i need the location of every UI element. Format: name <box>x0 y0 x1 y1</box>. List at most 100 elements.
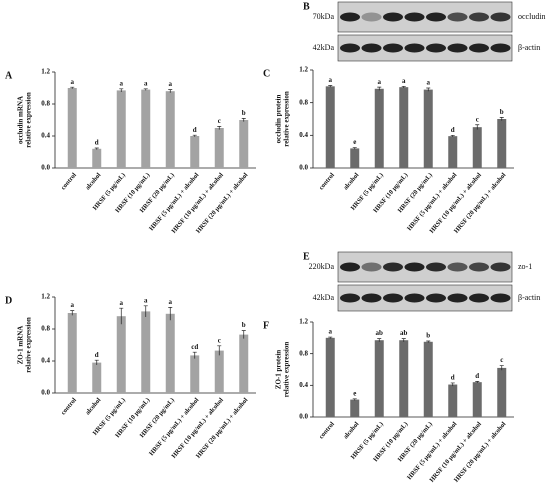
blot-protein: β-actin <box>518 293 540 302</box>
blot-size: 70kDa <box>313 12 335 21</box>
blot-band <box>426 43 446 53</box>
bar <box>67 313 77 393</box>
blot-band <box>447 43 468 53</box>
x-tick-label: control <box>318 172 336 192</box>
y-tick-label: 0.0 <box>41 164 50 172</box>
y-tick-label: 0.8 <box>299 349 308 357</box>
blot-band <box>447 293 468 303</box>
y-axis-label: ZO-1 protein <box>275 350 283 389</box>
significance-letter: a <box>144 296 148 304</box>
blot-band <box>361 293 382 303</box>
y-tick-label: 1.2 <box>299 318 308 326</box>
error-bar <box>401 338 406 342</box>
blot-band <box>383 262 403 272</box>
y-tick-label: 0.4 <box>299 131 308 139</box>
bar <box>448 384 458 417</box>
blot-band <box>340 293 360 303</box>
blot-band <box>426 293 446 303</box>
error-bar <box>168 307 173 321</box>
y-tick-label: 0.4 <box>41 357 50 365</box>
significance-letter: a <box>71 301 75 309</box>
y-axis-label: occludin mRNA <box>17 96 25 144</box>
y-tick-label: 1.2 <box>41 293 50 301</box>
blot-band <box>361 43 382 53</box>
error-bar <box>401 85 406 88</box>
y-tick-label: 0.8 <box>41 325 50 333</box>
bar <box>472 127 482 168</box>
y-tick-label: 0.0 <box>41 389 50 397</box>
bar <box>92 362 102 393</box>
significance-letter: a <box>402 77 406 85</box>
error-bar <box>450 134 455 137</box>
significance-letter: c <box>218 117 221 125</box>
significance-letter: a <box>144 79 148 87</box>
significance-letter: b <box>500 108 504 116</box>
error-bar <box>241 330 246 339</box>
error-bar <box>168 89 173 93</box>
error-bar <box>377 86 382 91</box>
y-tick-label: 0.8 <box>41 100 50 108</box>
blot-size: 220kDa <box>309 262 335 271</box>
significance-letter: d <box>95 139 99 147</box>
significance-letter: a <box>378 78 382 86</box>
error-bar <box>352 147 357 150</box>
significance-letter: a <box>329 328 333 336</box>
error-bar <box>377 338 382 342</box>
bar <box>165 313 175 393</box>
y-axis-label: relative expression <box>283 91 291 147</box>
y-axis-label: relative expression <box>283 342 291 398</box>
blot-band <box>340 12 360 22</box>
error-bar <box>475 381 480 383</box>
blot-band <box>383 293 403 303</box>
significance-letter: a <box>71 78 75 86</box>
bar <box>67 88 77 168</box>
significance-letter: ab <box>400 329 408 337</box>
blot-band <box>383 12 403 22</box>
blot-band <box>404 293 425 303</box>
y-axis-label: ZO-1 mRNA <box>17 326 25 365</box>
bar <box>116 90 126 168</box>
blot-band <box>490 262 511 272</box>
error-bar <box>119 307 124 325</box>
significance-letter: a <box>120 299 124 307</box>
y-tick-label: 0.0 <box>299 413 308 421</box>
bar <box>325 86 335 168</box>
bar <box>165 91 175 168</box>
significance-letter: b <box>242 109 246 117</box>
error-bar <box>499 117 504 121</box>
panel-label: C <box>263 68 270 79</box>
error-bar <box>328 85 333 88</box>
x-tick-label: alcohol <box>342 421 360 441</box>
error-bar <box>217 126 222 130</box>
significance-letter: b <box>242 321 246 329</box>
x-tick-label: alcohol <box>342 172 360 192</box>
error-bar <box>143 305 148 317</box>
y-axis-label: occludin protein <box>275 95 283 144</box>
x-tick-label: alcohol <box>84 397 102 417</box>
significance-letter: d <box>451 126 455 134</box>
significance-letter: c <box>476 115 479 123</box>
y-axis-label: relative expression <box>25 317 33 373</box>
bar <box>448 136 458 168</box>
bar <box>325 337 335 417</box>
significance-letter: b <box>426 332 430 340</box>
error-bar <box>94 147 99 150</box>
y-axis-label: relative expression <box>25 92 33 148</box>
bar <box>399 340 409 417</box>
bar <box>374 340 384 417</box>
significance-letter: d <box>193 126 197 134</box>
blot-band <box>447 262 468 272</box>
panel-label: F <box>263 320 269 331</box>
error-bar <box>328 336 333 339</box>
error-bar <box>143 88 148 91</box>
x-tick-label: HRSF (5 μg/mL) + alcohol <box>406 421 459 482</box>
error-bar <box>426 340 431 343</box>
blot-protein: zo-1 <box>518 262 532 271</box>
bar <box>423 89 433 168</box>
significance-letter: ab <box>376 329 384 337</box>
bar <box>472 382 482 417</box>
y-tick-label: 1.2 <box>41 68 50 76</box>
significance-letter: a <box>120 79 124 87</box>
x-tick-label: control <box>318 421 336 441</box>
